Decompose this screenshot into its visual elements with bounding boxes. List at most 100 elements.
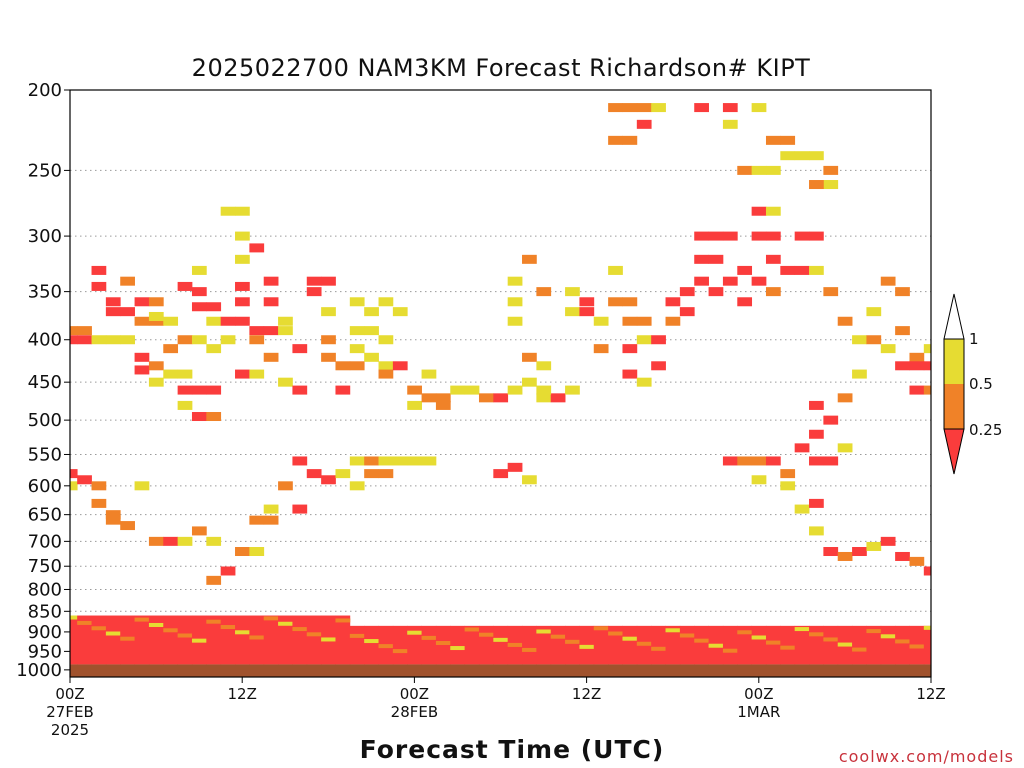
- ri-cell: [120, 307, 135, 317]
- ri-cell: [493, 637, 509, 642]
- ri-cell: [292, 504, 308, 514]
- ri-cell: [694, 625, 709, 665]
- ri-cell: [263, 352, 279, 362]
- x-axis-label: Forecast Time (UTC): [360, 735, 665, 764]
- ri-cell: [206, 615, 222, 665]
- ri-cell: [880, 344, 896, 354]
- ri-cell: [249, 515, 265, 525]
- ri-cell: [364, 326, 379, 336]
- ri-cell: [722, 231, 738, 241]
- ri-cell: [206, 619, 222, 624]
- y-tick-label: 900: [28, 622, 62, 643]
- ri-cell: [378, 297, 394, 307]
- ri-cell: [579, 307, 595, 317]
- legend-swatch-yellow: [944, 339, 964, 384]
- ri-cell: [407, 625, 422, 665]
- ri-cell: [837, 551, 853, 561]
- x-tick-label: 1MAR: [737, 703, 780, 721]
- ri-cell: [148, 361, 164, 371]
- ri-cell: [809, 456, 824, 466]
- ri-cell: [823, 287, 839, 297]
- ri-cell: [780, 481, 796, 491]
- ri-cell: [522, 647, 537, 652]
- ri-cell: [335, 385, 351, 395]
- ground-area: [70, 664, 931, 677]
- ri-cell: [163, 628, 179, 633]
- ri-cell: [292, 627, 308, 632]
- ri-cell: [737, 625, 753, 665]
- ri-cell: [263, 504, 279, 514]
- ri-cell: [478, 393, 494, 403]
- ri-cell: [536, 361, 552, 371]
- ri-cell: [349, 633, 365, 638]
- ri-cell: [435, 400, 451, 410]
- ri-cell: [522, 254, 537, 264]
- ri-cell: [823, 547, 839, 557]
- ri-cell: [148, 316, 164, 326]
- ri-cell: [880, 536, 896, 546]
- legend-triangle-red: [944, 429, 964, 474]
- ri-cell: [177, 369, 193, 379]
- ri-cell: [636, 641, 652, 646]
- y-tick-label: 300: [28, 226, 62, 247]
- ri-cell: [636, 377, 652, 387]
- ri-cell: [70, 615, 78, 620]
- ri-cell: [780, 469, 796, 479]
- y-axis-ticks: 200 250 300 350 400 450 500 550 600 650 700 7508008…: [16, 80, 70, 681]
- ri-cell: [421, 393, 437, 403]
- ri-cell: [349, 625, 365, 665]
- ri-cell: [91, 481, 107, 491]
- ri-cell: [823, 415, 839, 425]
- ri-cell: [809, 429, 824, 439]
- ri-cell: [751, 635, 767, 640]
- ri-cell: [622, 344, 638, 354]
- ri-cell: [220, 316, 236, 326]
- ri-cell: [120, 636, 135, 641]
- ri-cell: [335, 361, 351, 371]
- ri-cell: [292, 385, 308, 395]
- ri-cell: [852, 369, 867, 379]
- ri-cell: [923, 625, 931, 630]
- ri-cell: [809, 632, 824, 637]
- ri-cell: [177, 400, 193, 410]
- ri-cell: [765, 231, 781, 241]
- ri-cell: [206, 575, 222, 585]
- ri-cell: [478, 625, 494, 665]
- y-tick-label: 700: [28, 531, 62, 552]
- ri-cell: [249, 335, 265, 345]
- ri-cell: [91, 281, 107, 291]
- ri-cell: [751, 231, 767, 241]
- plot-frame: [69, 89, 932, 678]
- ri-cell: [895, 639, 910, 644]
- ri-cell: [522, 475, 537, 485]
- ri-cell: [364, 469, 379, 479]
- ri-cell: [378, 369, 394, 379]
- ri-cell: [321, 637, 336, 642]
- ri-cell: [809, 180, 824, 190]
- ri-cell: [536, 287, 552, 297]
- ri-cell: [306, 287, 322, 297]
- ri-cell: [378, 361, 394, 371]
- ri-cell: [809, 151, 824, 161]
- ri-cell: [751, 475, 767, 485]
- ri-cell: [335, 618, 351, 623]
- ri-cell: [651, 103, 666, 113]
- ri-cell: [206, 316, 222, 326]
- ri-cell: [536, 629, 552, 634]
- ri-cell: [895, 551, 910, 561]
- ri-cell: [622, 103, 638, 113]
- ri-cell: [421, 635, 437, 640]
- ri-cell: [550, 625, 566, 665]
- ri-cell: [421, 456, 437, 466]
- ri-cell: [134, 352, 150, 362]
- ri-cell: [177, 536, 193, 546]
- ri-cell: [823, 625, 839, 665]
- ri-cell: [278, 621, 293, 626]
- x-tick-label: 27FEB: [46, 703, 93, 721]
- ri-cell: [292, 615, 308, 665]
- ri-cell: [493, 393, 509, 403]
- ri-cell: [708, 643, 724, 648]
- ri-cell: [407, 385, 422, 395]
- ri-cell: [292, 456, 308, 466]
- ri-cell: [837, 393, 853, 403]
